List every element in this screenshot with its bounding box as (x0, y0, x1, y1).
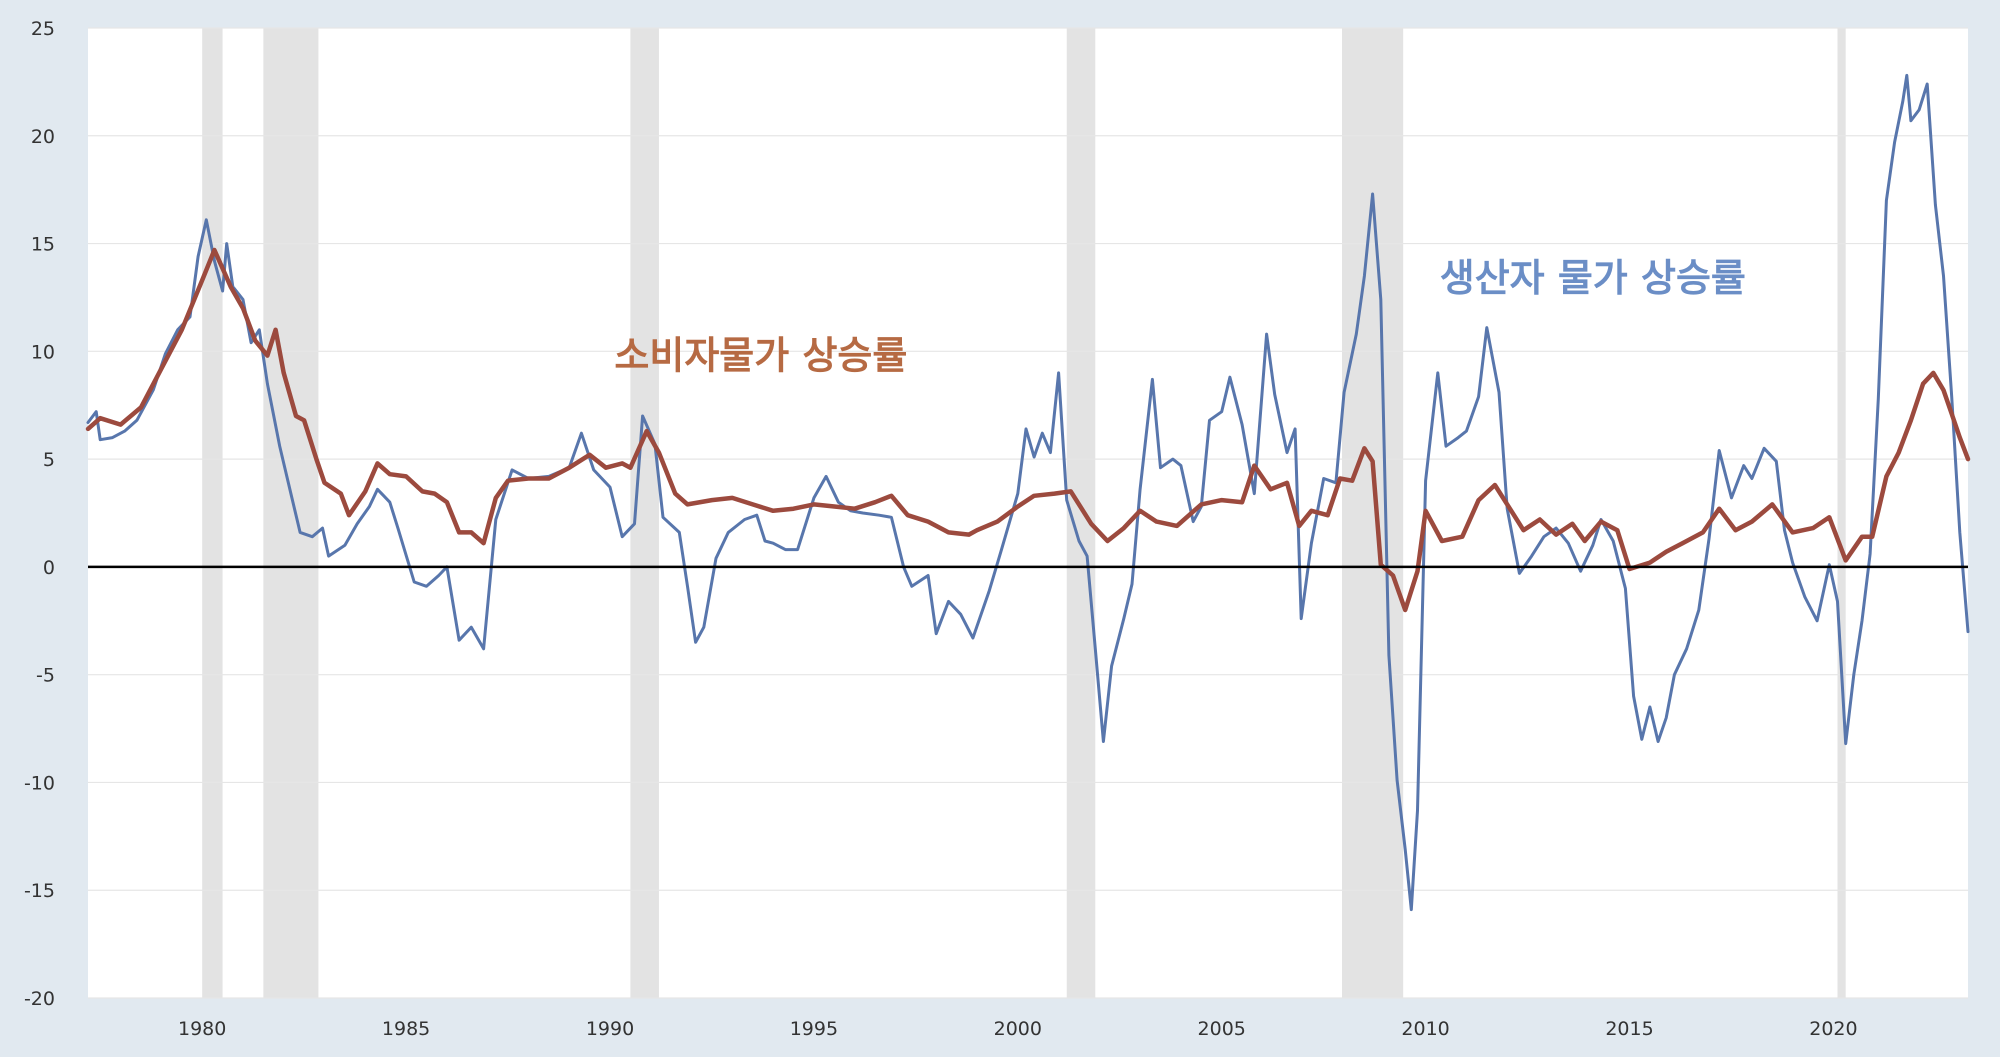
x-tick-label: 1980 (178, 1018, 226, 1040)
y-tick-label: 15 (31, 234, 55, 256)
y-tick-label: -5 (36, 665, 55, 687)
annotation-ppi: 생산자 물가 상승률 (1440, 256, 1746, 300)
series-line-ppi (86, 73, 1970, 912)
recession-band (202, 28, 223, 998)
y-tick-label: 5 (43, 449, 55, 471)
y-axis-tick-labels: 25 20 15 10 5 0 -5 -10 -15 -20 (24, 18, 55, 1010)
x-tick-label: 2020 (1809, 1018, 1857, 1040)
x-tick-label: 1995 (790, 1018, 838, 1040)
y-tick-label: -20 (24, 988, 55, 1010)
annotations: 소비자물가 상승률 생산자 물가 상승률 (614, 256, 1745, 378)
plot-area (88, 28, 1968, 998)
y-tick-label: -10 (24, 772, 55, 794)
y-tick-label: 20 (31, 126, 55, 148)
y-tick-label: 25 (31, 18, 55, 40)
recession-band (1837, 28, 1846, 998)
series-line-cpi (85, 247, 1971, 613)
series-lines (85, 73, 1971, 912)
recession-band (1342, 28, 1404, 998)
gridlines (88, 27, 1968, 999)
annotation-cpi: 소비자물가 상승률 (614, 334, 907, 378)
x-tick-label: 2005 (1198, 1018, 1246, 1040)
y-tick-label: 10 (31, 341, 55, 363)
recession-band (263, 28, 319, 998)
y-tick-label: -15 (24, 880, 55, 902)
x-tick-label: 2015 (1605, 1018, 1653, 1040)
x-tick-label: 1985 (382, 1018, 430, 1040)
y-tick-label: 0 (43, 557, 55, 579)
x-axis-tick-labels: 1980 1985 1990 1995 2000 2005 2010 2015 2020 (178, 1018, 1858, 1040)
x-tick-label: 2000 (994, 1018, 1042, 1040)
x-tick-label: 1990 (586, 1018, 634, 1040)
x-tick-label: 2010 (1401, 1018, 1449, 1040)
